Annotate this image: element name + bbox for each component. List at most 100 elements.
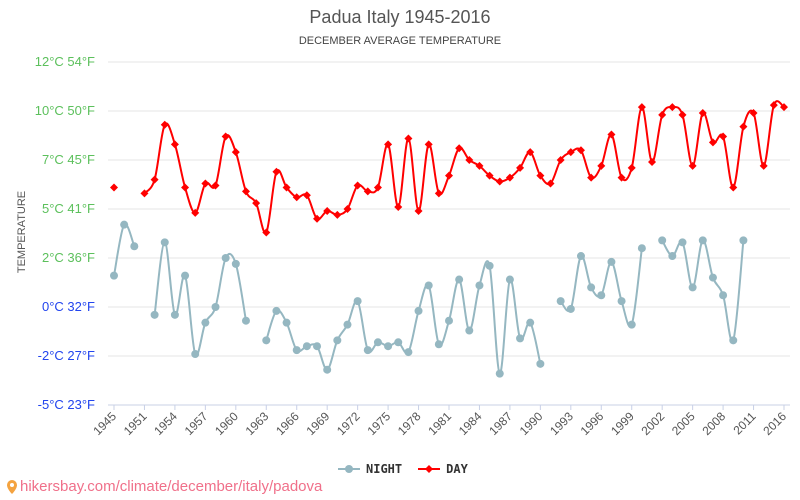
night-point xyxy=(526,318,535,327)
night-point xyxy=(211,303,220,311)
night-point xyxy=(495,369,504,378)
night-point xyxy=(323,365,332,374)
day-point xyxy=(688,161,697,170)
day-point xyxy=(313,214,322,223)
day-point xyxy=(749,108,758,117)
day-point xyxy=(373,183,382,192)
x-tick-label: 1981 xyxy=(425,409,454,438)
chart-title: Padua Italy 1945-2016 xyxy=(309,7,491,27)
night-point xyxy=(597,291,606,300)
day-point xyxy=(262,228,271,237)
day-point xyxy=(495,177,504,186)
day-point xyxy=(708,138,717,147)
x-tick-label: 1987 xyxy=(486,409,515,438)
day-point xyxy=(668,103,677,112)
night-point xyxy=(120,220,129,229)
day-point xyxy=(221,132,230,141)
legend-day[interactable]: DAY xyxy=(418,462,468,476)
night-point xyxy=(617,297,626,306)
source-url: hikersbay.com/climate/december/italy/pad… xyxy=(20,478,323,495)
night-point xyxy=(566,304,575,313)
night-point xyxy=(110,271,118,280)
night-point xyxy=(201,318,210,327)
day-point xyxy=(282,183,291,192)
night-point xyxy=(475,281,484,290)
night-point xyxy=(292,346,301,355)
x-tick-label: 2016 xyxy=(760,409,789,438)
day-point xyxy=(363,187,372,196)
day-point xyxy=(384,140,393,149)
day-point xyxy=(759,161,768,170)
x-tick-label: 1978 xyxy=(395,409,424,438)
night-point xyxy=(363,346,372,355)
chart-subtitle: DECEMBER AVERAGE TEMPERATURE xyxy=(298,35,502,47)
legend: NIGHT DAY xyxy=(338,462,468,476)
y-tick-label: 0°C 32°F xyxy=(42,299,95,314)
night-point xyxy=(576,252,585,261)
x-tick-label: 1966 xyxy=(273,409,302,438)
night-point xyxy=(556,297,565,306)
night-point xyxy=(516,334,525,343)
night-point xyxy=(719,291,728,300)
day-point xyxy=(658,110,667,119)
day-point xyxy=(272,167,281,176)
source-link[interactable]: hikersbay.com/climate/december/italy/pad… xyxy=(6,478,322,495)
night-point xyxy=(272,306,281,315)
night-point xyxy=(424,281,433,290)
x-tick-label: 1975 xyxy=(364,409,393,438)
day-point xyxy=(241,187,250,196)
day-point xyxy=(140,189,149,198)
day-point xyxy=(414,206,423,215)
day-point xyxy=(455,144,464,153)
day-point xyxy=(536,171,545,180)
night-point xyxy=(313,342,322,351)
legend-night[interactable]: NIGHT xyxy=(338,462,402,476)
night-legend-marker-icon xyxy=(338,465,360,473)
day-point xyxy=(597,161,606,170)
day-point xyxy=(424,140,433,149)
x-tick-label: 1960 xyxy=(212,409,241,438)
x-tick-label: 2005 xyxy=(669,409,698,438)
night-point xyxy=(445,316,453,325)
night-point xyxy=(414,306,423,315)
day-point xyxy=(556,156,565,164)
day-point xyxy=(353,181,362,190)
day-point xyxy=(231,148,240,157)
y-tick-label: 10°C 50°F xyxy=(35,103,95,118)
y-tick-label: 2°C 36°F xyxy=(42,250,95,265)
night-point xyxy=(698,236,707,245)
day-point xyxy=(191,208,200,217)
y-tick-label: -2°C 27°F xyxy=(38,348,95,363)
night-point xyxy=(739,236,748,245)
night-point xyxy=(130,242,139,251)
day-point xyxy=(637,103,646,112)
day-point xyxy=(627,163,636,172)
night-point xyxy=(170,310,179,319)
x-tick-label: 1999 xyxy=(608,409,637,438)
day-point xyxy=(576,146,585,155)
day-point xyxy=(678,110,687,119)
day-point xyxy=(617,173,626,182)
day-point xyxy=(110,183,118,192)
x-tick-label: 1945 xyxy=(90,409,119,438)
day-point xyxy=(769,101,778,110)
night-point xyxy=(353,297,362,306)
night-point xyxy=(465,326,474,335)
night-point xyxy=(394,338,403,347)
y-tick-label: -5°C 23°F xyxy=(38,397,95,412)
night-point xyxy=(536,359,545,368)
day-point xyxy=(719,132,728,141)
night-series-line xyxy=(559,248,643,328)
night-point xyxy=(241,316,250,325)
day-point xyxy=(252,199,261,208)
day-point xyxy=(505,173,514,182)
day-point xyxy=(170,140,179,149)
night-point xyxy=(729,336,738,345)
day-point xyxy=(546,179,555,188)
day-point xyxy=(587,173,596,182)
day-point xyxy=(343,205,352,213)
day-point xyxy=(516,163,525,172)
night-point xyxy=(191,350,200,359)
day-point xyxy=(698,108,707,117)
night-point xyxy=(688,283,697,292)
